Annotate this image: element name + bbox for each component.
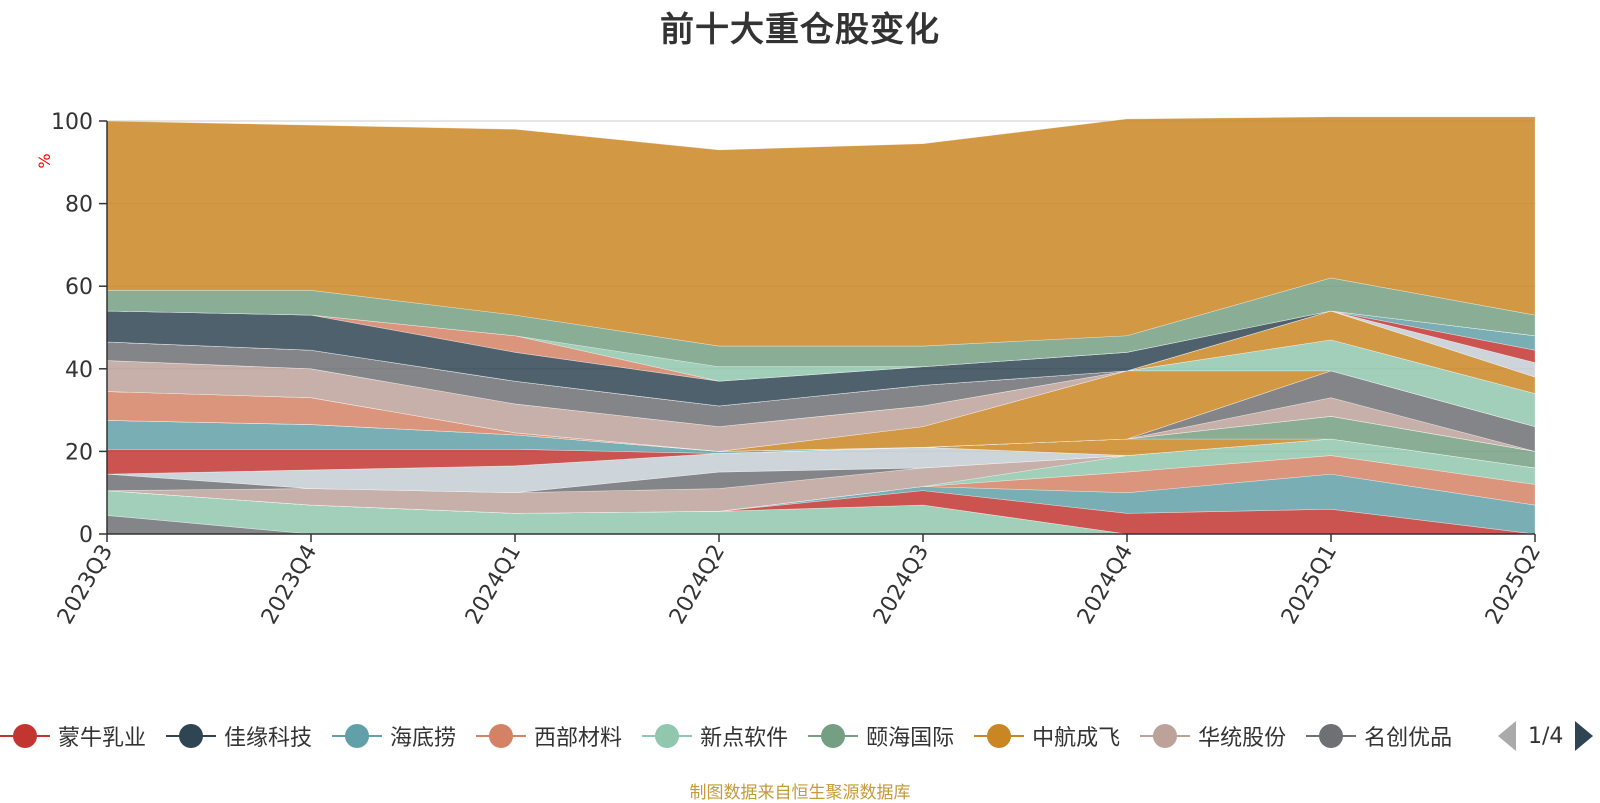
y-tick-label: 0 (79, 523, 93, 548)
legend-label: 佳缘科技 (224, 726, 313, 751)
x-tick-label: 2023Q3 (53, 541, 118, 629)
legend-swatch (1140, 724, 1191, 748)
legend-swatch (332, 724, 383, 748)
legend-label: 海底捞 (390, 726, 457, 751)
x-tick-label: 2024Q1 (461, 541, 526, 629)
legend-swatch (1306, 724, 1357, 748)
legend-item[interactable]: 西部材料 (476, 718, 622, 754)
legend-prev-page-icon[interactable] (1498, 721, 1516, 751)
area-series-band (106, 116, 1536, 347)
area-series (106, 116, 1536, 535)
legend: 蒙牛乳业 佳缘科技 海底捞 西部材料 新点软件 颐海国际 中航成飞 华统股份 名创优品 (0, 718, 1480, 754)
y-tick-label: 40 (65, 358, 93, 383)
legend-label: 新点软件 (700, 726, 789, 751)
y-axis-label: % (35, 153, 54, 168)
legend-swatch (166, 724, 217, 748)
x-tick-label: 2024Q4 (1073, 541, 1138, 629)
legend-item[interactable]: 海底捞 (332, 718, 456, 754)
legend-item[interactable]: 蒙牛乳业 (0, 718, 146, 754)
legend-label: 颐海国际 (866, 726, 955, 751)
legend-next-page-icon[interactable] (1575, 721, 1594, 751)
legend-swatch (642, 724, 693, 748)
y-tick-label: 60 (65, 275, 93, 300)
legend-page-indicator: 1/4 (1528, 723, 1564, 749)
legend-item[interactable]: 名创优品 (1306, 718, 1452, 754)
x-tick-label: 2025Q2 (1481, 541, 1546, 629)
legend-label: 名创优品 (1364, 726, 1453, 751)
legend-label: 中航成飞 (1032, 726, 1121, 751)
legend-label: 蒙牛乳业 (58, 726, 147, 751)
legend-swatch (476, 724, 527, 748)
legend-label: 西部材料 (534, 726, 623, 751)
source-note: 制图数据来自恒生聚源数据库 (689, 783, 911, 803)
x-tick-label: 2025Q1 (1277, 541, 1342, 629)
legend-item[interactable]: 华统股份 (1140, 718, 1286, 754)
x-tick-label: 2024Q3 (869, 541, 934, 629)
legend-item[interactable]: 颐海国际 (808, 718, 954, 754)
legend-swatch (974, 724, 1025, 748)
x-tick-label: 2024Q2 (665, 541, 730, 629)
legend-swatch (808, 724, 859, 748)
x-tick-label: 2023Q4 (257, 541, 322, 629)
legend-label: 华统股份 (1198, 726, 1287, 751)
y-tick-label: 20 (65, 440, 93, 465)
y-tick-label: 100 (51, 110, 93, 135)
legend-item[interactable]: 中航成飞 (974, 718, 1120, 754)
legend-item[interactable]: 佳缘科技 (166, 718, 312, 754)
chart-title: 前十大重仓股变化 (660, 10, 940, 50)
legend-item[interactable]: 新点软件 (642, 718, 788, 754)
legend-pager: 1/4 (1498, 716, 1594, 756)
y-tick-label: 80 (65, 193, 93, 218)
legend-swatch (0, 724, 50, 748)
